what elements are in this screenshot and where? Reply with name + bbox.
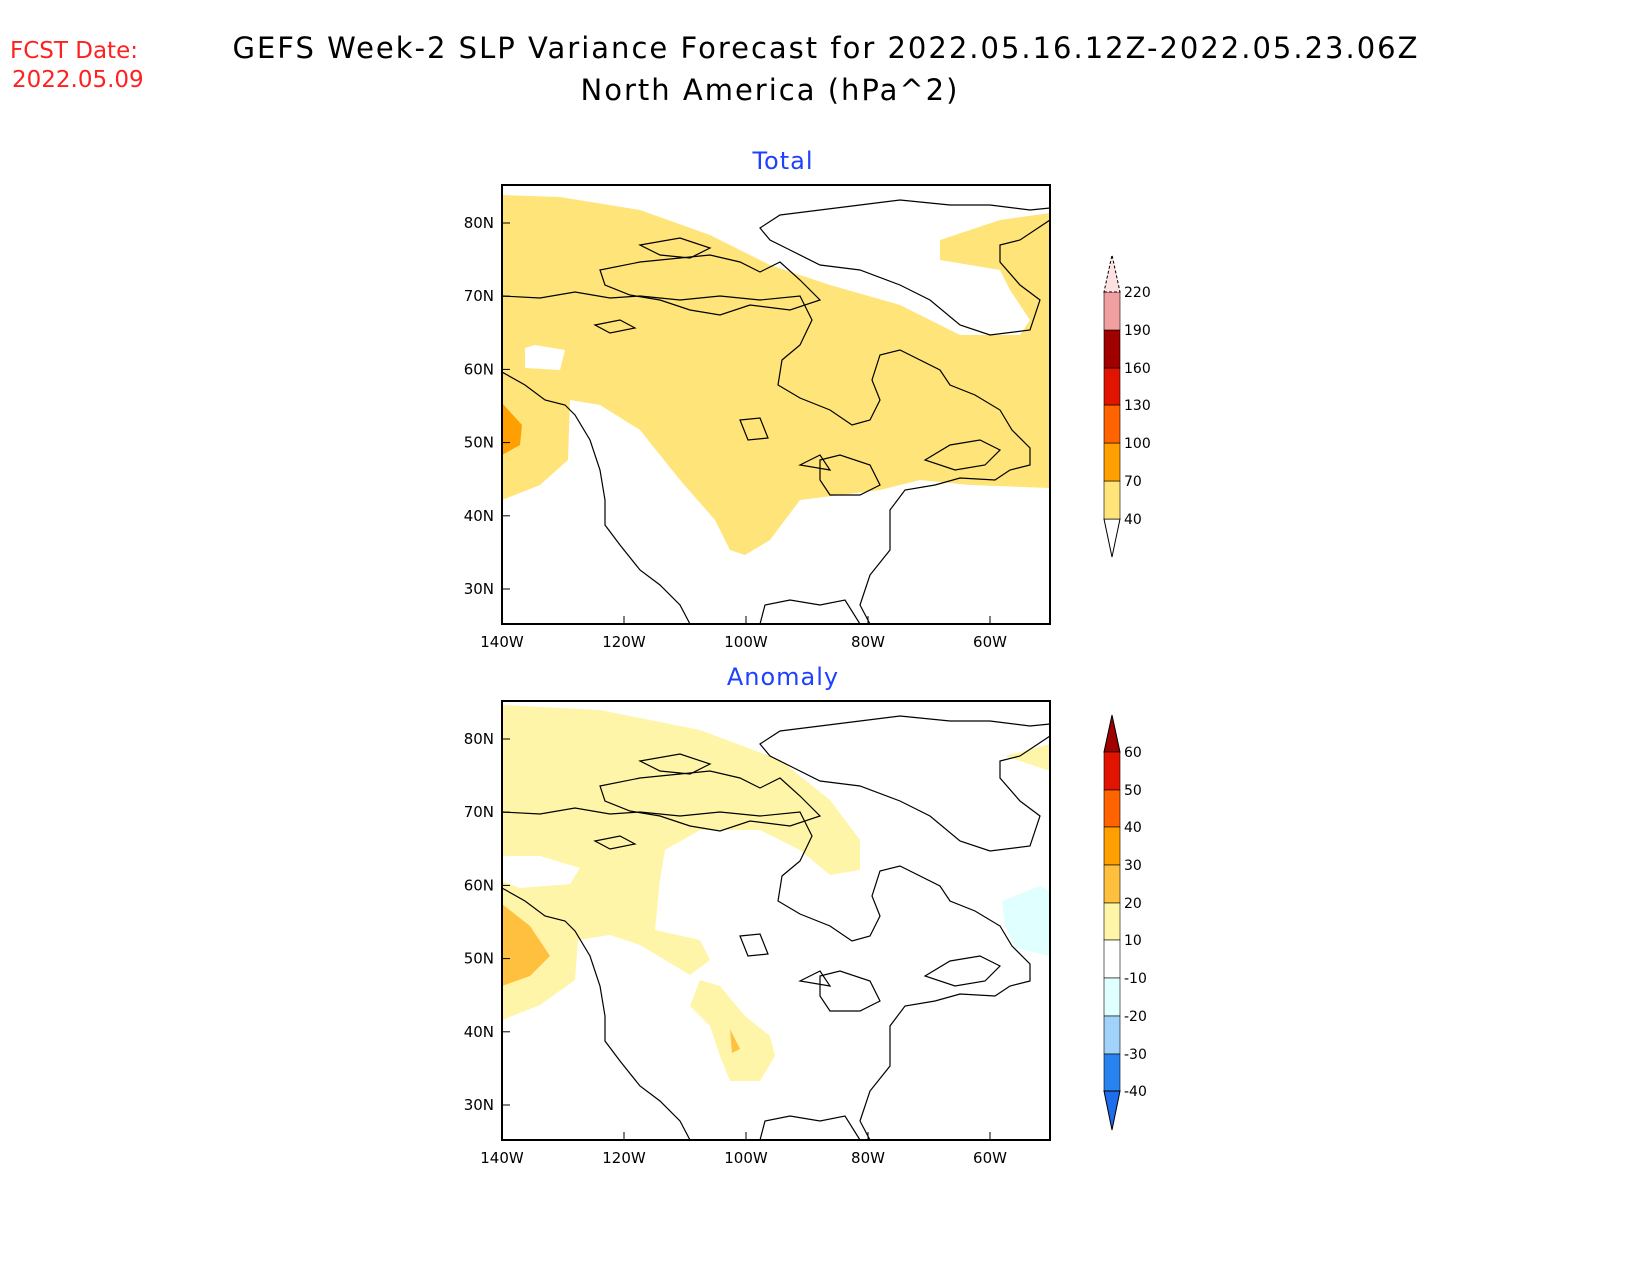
lon-tick-label: 80W xyxy=(851,633,885,651)
lat-tick-label: 80N xyxy=(464,730,494,748)
colorbar-label: 30 xyxy=(1124,858,1142,874)
colorbar-segment xyxy=(1103,977,1121,1017)
colorbar-segment xyxy=(1103,789,1121,828)
colorbar-label: 190 xyxy=(1124,323,1151,339)
colorbar-label: 130 xyxy=(1124,398,1151,414)
axis-ticks-anomaly: 80N 70N 60N 50N 40N 30N 140W 120W 100W 80W 60W xyxy=(464,730,1007,1167)
colorbar-under-triangle xyxy=(1103,518,1121,558)
colorbar-label: 100 xyxy=(1124,436,1151,452)
shade-20-30 xyxy=(502,904,550,986)
lon-tick-label: 140W xyxy=(480,633,524,651)
axis-ticks-total: 80N 70N 60N 50N 40N 30N 140W 120W 100W 80W 60W xyxy=(464,214,1007,651)
lon-tick-label: 80W xyxy=(851,1149,885,1167)
colorbar-segment xyxy=(1103,1015,1121,1055)
lat-tick-label: 50N xyxy=(464,950,494,968)
shade-10-20 xyxy=(502,705,860,1020)
lat-tick-label: 70N xyxy=(464,803,494,821)
fcst-date-value: 2022.05.09 xyxy=(12,67,144,93)
colorbar-label: 40 xyxy=(1124,820,1142,836)
colorbar-label: -40 xyxy=(1124,1084,1147,1100)
colorbar-label: 220 xyxy=(1124,285,1151,301)
colorbar-segment xyxy=(1103,480,1121,520)
colorbar-over-triangle xyxy=(1103,254,1121,293)
shade-10-20-plains xyxy=(690,980,775,1081)
lat-tick-label: 80N xyxy=(464,214,494,232)
colorbar-label: -10 xyxy=(1124,971,1147,987)
colorbar-label: 10 xyxy=(1124,933,1142,949)
total-panel: Total 80N 70N 60N 50N 40N 30N 140W 120W 100W 80W 6… xyxy=(464,147,1151,651)
shade-unshaded-hole xyxy=(502,856,580,888)
map-frame xyxy=(501,184,1051,625)
total-map xyxy=(502,195,1050,624)
colorbar-segment xyxy=(1103,939,1121,979)
map-frame xyxy=(501,700,1051,1141)
lat-tick-label: 60N xyxy=(464,360,494,378)
colorbar-label: 160 xyxy=(1124,361,1151,377)
colorbar-anomaly: 60 50 40 30 20 10 -10 -20 -30 -40 xyxy=(1103,714,1147,1131)
colorbar-segment xyxy=(1103,864,1121,904)
colorbar-under-triangle xyxy=(1103,1090,1121,1131)
colorbar-label: -20 xyxy=(1124,1009,1147,1025)
colorbar-label: 20 xyxy=(1124,896,1142,912)
shade-unshaded-hole xyxy=(525,345,565,370)
lon-tick-label: 100W xyxy=(724,1149,768,1167)
lat-tick-label: 70N xyxy=(464,287,494,305)
colorbar-segment xyxy=(1103,902,1121,941)
shade-70-100 xyxy=(502,403,522,455)
colorbar-total: 40 70 100 130 160 190 220 xyxy=(1103,254,1151,558)
lat-tick-label: 40N xyxy=(464,507,494,525)
shade-neg10-neg20 xyxy=(1002,886,1050,956)
lat-tick-label: 30N xyxy=(464,1096,494,1114)
lon-tick-label: 120W xyxy=(602,1149,646,1167)
main-title: GEFS Week-2 SLP Variance Forecast for 20… xyxy=(233,31,1420,65)
lon-tick-label: 60W xyxy=(973,633,1007,651)
shade-20-30-small xyxy=(730,1029,740,1053)
colorbar-segment xyxy=(1103,1053,1121,1092)
colorbar-segment xyxy=(1103,291,1121,331)
colorbar-segment xyxy=(1103,404,1121,444)
colorbar-segment xyxy=(1103,442,1121,482)
colorbar-segment xyxy=(1103,826,1121,866)
anomaly-map xyxy=(502,705,1050,1140)
panel-title-total: Total xyxy=(751,147,813,175)
fcst-date-label: FCST Date: xyxy=(10,38,138,64)
colorbar-label: -30 xyxy=(1124,1047,1147,1063)
colorbar-label: 50 xyxy=(1124,783,1142,799)
colorbar-over-triangle xyxy=(1103,714,1121,753)
lat-tick-label: 30N xyxy=(464,580,494,598)
lon-tick-label: 100W xyxy=(724,633,768,651)
shade-10-20-ne xyxy=(1005,744,1050,771)
shade-40-70 xyxy=(502,195,1050,555)
panel-title-anomaly: Anomaly xyxy=(727,663,839,691)
colorbar-label: 40 xyxy=(1124,512,1142,528)
colorbar-segment xyxy=(1103,367,1121,406)
lon-tick-label: 60W xyxy=(973,1149,1007,1167)
lat-tick-label: 50N xyxy=(464,434,494,452)
lat-tick-label: 60N xyxy=(464,876,494,894)
colorbar-label: 60 xyxy=(1124,745,1142,761)
subtitle: North America (hPa^2) xyxy=(581,73,960,107)
colorbar-segment xyxy=(1103,329,1121,369)
lat-tick-label: 40N xyxy=(464,1023,494,1041)
colorbar-label: 70 xyxy=(1124,474,1142,490)
lon-tick-label: 140W xyxy=(480,1149,524,1167)
lon-tick-label: 120W xyxy=(602,633,646,651)
colorbar-segment xyxy=(1103,751,1121,791)
